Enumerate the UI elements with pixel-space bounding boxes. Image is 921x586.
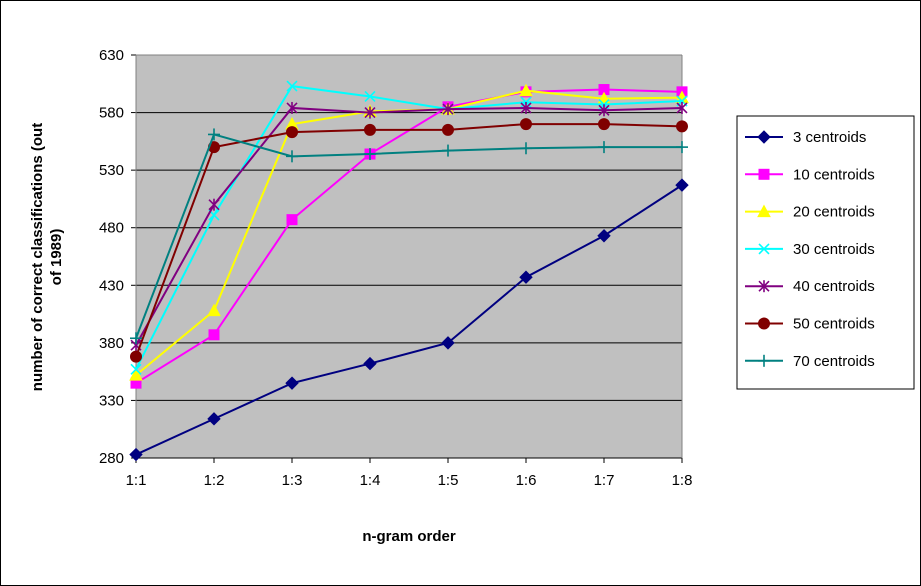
data-point bbox=[597, 229, 611, 243]
data-point bbox=[520, 142, 532, 155]
data-point bbox=[676, 101, 688, 114]
x-tick-label: 1:5 bbox=[438, 472, 459, 489]
data-point bbox=[520, 101, 532, 114]
legend-marker bbox=[758, 317, 770, 330]
data-point bbox=[208, 128, 220, 141]
x-tick-label: 1:8 bbox=[672, 472, 693, 489]
legend-label: 40 centroids bbox=[793, 278, 875, 295]
series-line bbox=[135, 106, 683, 346]
legend-label: 20 centroids bbox=[793, 204, 875, 221]
x-tick-labels: 1:1 1:2 1:3 1:4 1:5 1:6 1:7 1:8 bbox=[126, 458, 693, 489]
x-tick-label: 1:4 bbox=[360, 472, 381, 489]
legend-label: 70 centroids bbox=[793, 353, 875, 370]
legend: 3 centroids 10 centroids 20 centroids 30 ce… bbox=[736, 115, 915, 390]
y-tick-label: 480 bbox=[99, 220, 124, 237]
data-point bbox=[676, 120, 688, 133]
data-point bbox=[676, 141, 688, 154]
y-axis-title: number of correct classifications (out of… bbox=[29, 123, 65, 391]
legend-item: 40 centroids bbox=[745, 278, 875, 295]
y-tick-label: 430 bbox=[99, 277, 124, 294]
y-tick-label: 380 bbox=[99, 335, 124, 352]
data-point bbox=[208, 329, 220, 341]
data-point bbox=[363, 356, 377, 371]
y-tick-label: 630 bbox=[99, 47, 124, 64]
series-line bbox=[135, 123, 683, 358]
data-point bbox=[520, 118, 532, 131]
data-point bbox=[442, 103, 454, 116]
legend-marker bbox=[757, 204, 771, 218]
data-point bbox=[442, 144, 454, 157]
legend-marker bbox=[757, 130, 771, 144]
data-point bbox=[286, 101, 298, 114]
data-point bbox=[286, 80, 298, 92]
data-point bbox=[364, 106, 376, 119]
legend-marker bbox=[758, 168, 770, 180]
y-tick-label: 580 bbox=[99, 105, 124, 122]
data-point bbox=[208, 198, 220, 211]
data-point bbox=[286, 150, 298, 163]
data-point bbox=[519, 83, 533, 97]
legend-item: 30 centroids bbox=[745, 241, 875, 258]
legend-item: 70 centroids bbox=[745, 353, 875, 370]
data-point bbox=[675, 178, 689, 192]
legend-label: 10 centroids bbox=[793, 166, 875, 183]
series-line bbox=[135, 184, 683, 456]
legend-item: 10 centroids bbox=[745, 166, 875, 183]
y-axis-title-line: of 1989) bbox=[48, 229, 65, 286]
series-40-centroids bbox=[130, 101, 688, 352]
data-point bbox=[441, 336, 455, 350]
x-axis-title: n-gram order bbox=[362, 528, 456, 545]
legend-marker bbox=[758, 280, 770, 293]
data-point bbox=[130, 363, 142, 375]
data-point bbox=[364, 123, 376, 136]
legend-marker bbox=[758, 243, 770, 255]
legend-label: 3 centroids bbox=[793, 129, 866, 146]
data-point bbox=[364, 90, 376, 103]
legend-label: 50 centroids bbox=[793, 316, 875, 333]
data-point bbox=[286, 126, 298, 139]
series-70-centroids bbox=[130, 128, 688, 345]
legend-label: 30 centroids bbox=[793, 241, 875, 258]
data-point bbox=[286, 214, 298, 226]
series bbox=[129, 80, 689, 462]
data-point bbox=[364, 148, 376, 161]
data-point bbox=[129, 447, 143, 462]
x-tick-label: 1:2 bbox=[204, 472, 225, 489]
data-point bbox=[207, 303, 221, 317]
x-tick-label: 1:7 bbox=[594, 472, 615, 489]
data-point bbox=[130, 332, 142, 345]
y-tick-label: 280 bbox=[99, 450, 124, 467]
data-point bbox=[519, 270, 533, 284]
data-point bbox=[598, 104, 610, 117]
data-point bbox=[598, 141, 610, 154]
data-point bbox=[442, 123, 454, 136]
series-line bbox=[135, 133, 682, 339]
series-3-centroids bbox=[129, 178, 689, 462]
x-tick-label: 1:6 bbox=[516, 472, 537, 489]
y-tick-label: 330 bbox=[99, 392, 124, 409]
data-point bbox=[130, 350, 142, 363]
plot-area bbox=[136, 55, 682, 458]
legend-item: 3 centroids bbox=[745, 129, 866, 146]
legend-marker bbox=[758, 354, 770, 367]
x-tick-label: 1:1 bbox=[126, 472, 147, 489]
data-point bbox=[207, 412, 221, 426]
y-tick-label: 530 bbox=[99, 162, 124, 179]
legend-item: 20 centroids bbox=[745, 204, 875, 221]
y-axis-title-line: number of correct classifications (out bbox=[29, 123, 46, 391]
legend-item: 50 centroids bbox=[745, 316, 875, 333]
x-tick-label: 1:3 bbox=[282, 472, 303, 489]
y-tick-labels: 280 330 380 430 480 530 580 630 bbox=[99, 47, 124, 467]
series-line bbox=[135, 85, 683, 370]
data-point bbox=[129, 368, 143, 381]
data-point bbox=[598, 118, 610, 131]
data-point bbox=[285, 376, 299, 390]
